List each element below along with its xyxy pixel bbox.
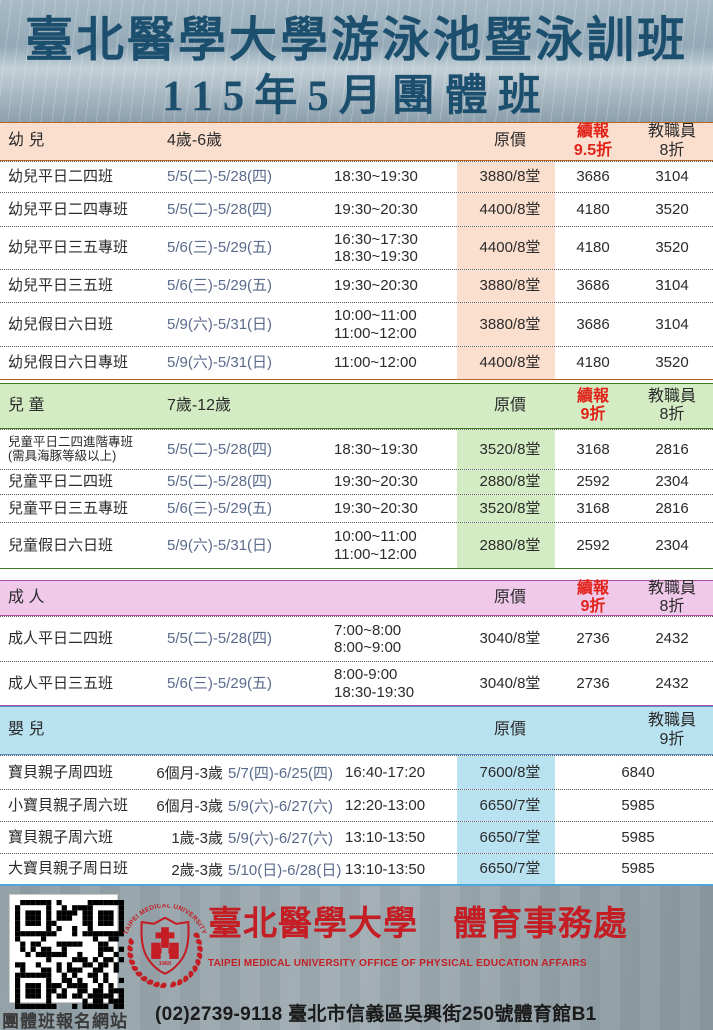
svg-text:1960: 1960 [159,961,171,967]
